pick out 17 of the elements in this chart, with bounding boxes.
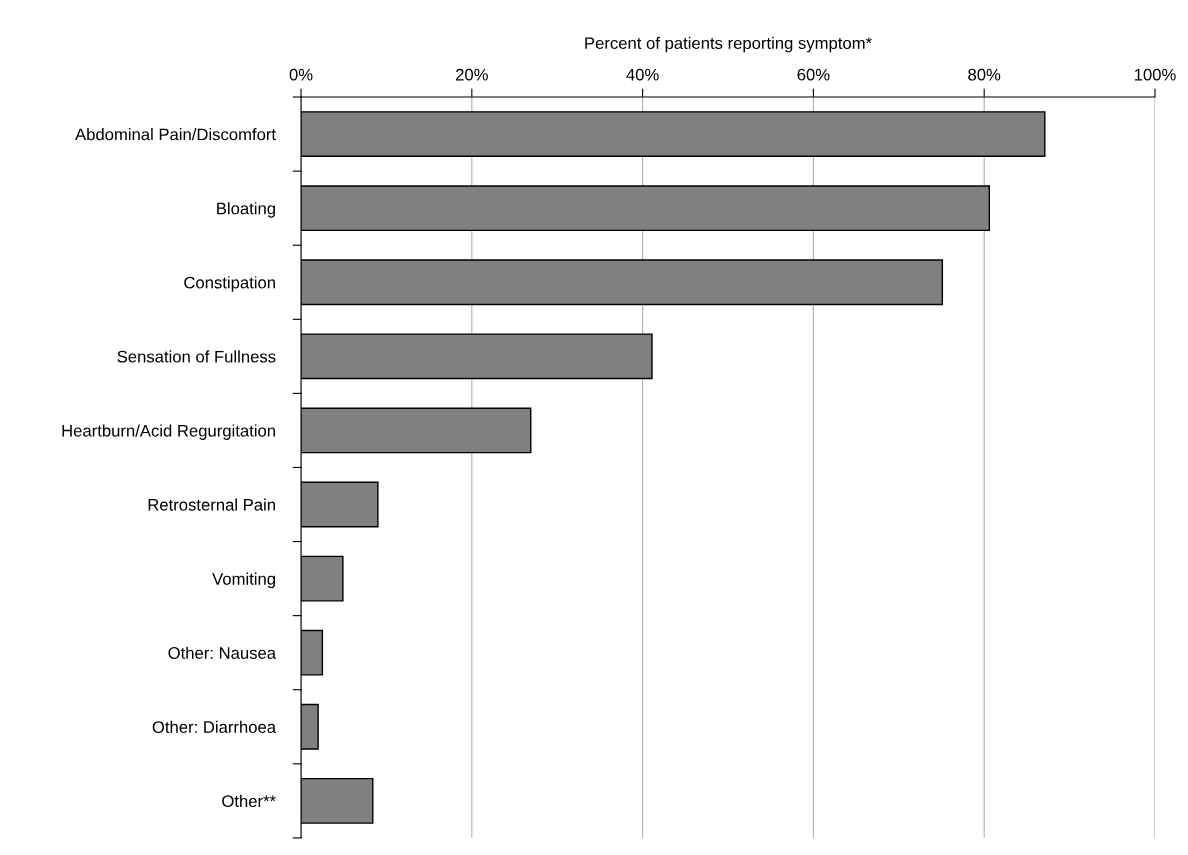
x-axis-title: Percent of patients reporting symptom* [585, 36, 872, 53]
y-tick-label: Retrosternal Pain [148, 498, 275, 511]
x-tick-label: 60% [797, 68, 830, 81]
y-tick-label: Abdominal Pain/Discomfort [75, 128, 276, 141]
y-tick-label: Heartburn/Acid Regurgitation [62, 424, 275, 440]
y-tick-label: Other: Diarrhoea [152, 720, 277, 733]
y-tick-label: Vomiting [212, 572, 275, 589]
y-tick-label: Other: Nausea [168, 646, 277, 659]
y-tick-label: Other** [222, 794, 276, 808]
y-tick-label: Bloating [217, 202, 275, 218]
x-tick-label: 0% [289, 68, 313, 81]
x-tick-label: 40% [626, 68, 659, 81]
y-tick-label: Constipation [184, 276, 275, 292]
x-tick-label: 80% [968, 68, 1001, 81]
y-tick-label: Sensation of Fullness [117, 350, 276, 363]
x-tick-label: 20% [455, 68, 488, 81]
x-tick-label: 100% [1134, 68, 1176, 81]
